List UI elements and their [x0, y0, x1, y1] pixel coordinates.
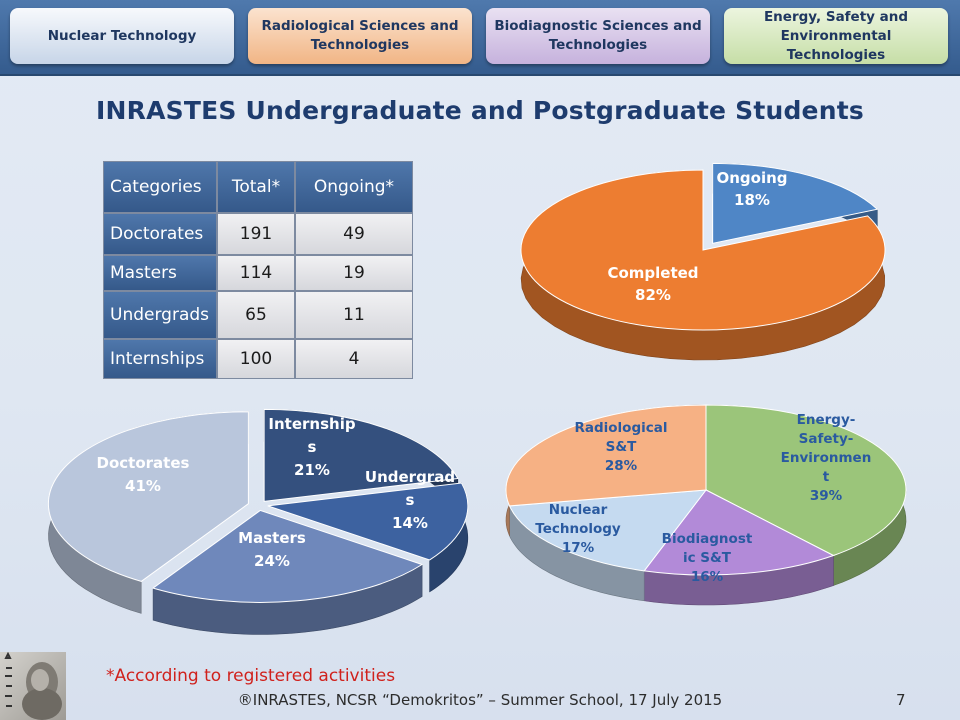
- header-ongoing: Ongoing*: [294, 161, 413, 213]
- table-row: Doctorates 191 49: [103, 213, 413, 255]
- row-total: 100: [217, 339, 295, 379]
- row-category: Doctorates: [103, 213, 217, 255]
- students-table: Categories Total* Ongoing* Doctorates 19…: [103, 161, 413, 379]
- department-pie-value-biodiagnostic-s-t: 16%: [691, 569, 724, 585]
- status-pie-slice-ongoing: [712, 162, 879, 244]
- row-category: Undergrads: [103, 291, 217, 339]
- category-pie-label-doctorates-0: Doctorates: [97, 454, 190, 472]
- status-pie-label-completed-0: Completed: [607, 264, 698, 282]
- department-pie-label-biodiagnostic-s-t-0: Biodiagnost: [662, 531, 753, 547]
- department-pie-value-nuclear-technology: 17%: [562, 540, 595, 556]
- department-pie-label-energy-safety-environment-0: Energy-: [797, 412, 856, 428]
- category-pie-value-masters: 24%: [254, 552, 290, 570]
- footer-text: ®INRASTES, NCSR “Demokritos” – Summer Sc…: [237, 691, 723, 709]
- category-pie-slice-undergrads: [267, 482, 469, 561]
- row-ongoing: 49: [294, 213, 413, 255]
- table-row: Masters 114 19: [103, 255, 413, 291]
- row-ongoing: 19: [294, 255, 413, 291]
- department-pie-label-biodiagnostic-s-t-1: ic S&T: [683, 550, 732, 566]
- footnote: *According to registered activities: [106, 666, 396, 686]
- row-total: 114: [217, 255, 295, 291]
- header-total: Total*: [217, 161, 295, 213]
- category-pie-label-undergrads-0: Undergrad: [365, 468, 455, 486]
- category-pie-label-masters-0: Masters: [238, 529, 306, 547]
- category-pie-label-internships-1: s: [308, 438, 317, 456]
- department-pie-slice-biodiagnostic-s-t: [643, 489, 835, 576]
- category-pie-value-undergrads: 14%: [392, 514, 428, 532]
- header-bar: Nuclear Technology Radiological Sciences…: [0, 0, 960, 76]
- category-pie-value-doctorates: 41%: [125, 477, 161, 495]
- page-number: 7: [896, 691, 906, 709]
- department-pie-label-energy-safety-environment-1: Safety-: [799, 431, 854, 447]
- row-ongoing: 11: [294, 291, 413, 339]
- category-pie-label-internships-0: Internship: [268, 415, 355, 433]
- table-row: Undergrads 65 11: [103, 291, 413, 339]
- status-pie-slice-completed: [520, 169, 886, 331]
- status-pie-label-ongoing-0: Ongoing: [716, 169, 787, 187]
- table-row: Internships 100 4: [103, 339, 413, 379]
- department-pie-label-radiological-s-t-1: S&T: [606, 439, 637, 455]
- row-total: 65: [217, 291, 295, 339]
- page-title: INRASTES Undergraduate and Postgraduate …: [96, 96, 864, 125]
- tab-energy-safety-environment[interactable]: Energy, Safety and Environmental Technol…: [724, 8, 948, 64]
- department-pie-slice-radiological-s-t: [505, 404, 707, 507]
- department-pie-value-energy-safety-environment: 39%: [810, 488, 843, 504]
- row-ongoing: 4: [294, 339, 413, 379]
- table-header-row: Categories Total* Ongoing*: [103, 161, 413, 213]
- department-pie-label-energy-safety-environment-2: Environmen: [781, 450, 872, 466]
- header-categories: Categories: [103, 161, 217, 213]
- demokritos-logo: [0, 652, 66, 720]
- category-pie-label-undergrads-1: s: [406, 491, 415, 509]
- status-pie-value-completed: 82%: [635, 286, 671, 304]
- category-pie-slice-masters: [151, 509, 424, 603]
- department-pie-value-radiological-s-t: 28%: [605, 458, 638, 474]
- row-total: 191: [217, 213, 295, 255]
- department-pie-label-energy-safety-environment-3: t: [823, 469, 830, 485]
- category-pie-slice-doctorates: [47, 411, 249, 582]
- department-pie-label-nuclear-technology-0: Nuclear: [549, 502, 608, 518]
- status-pie-value-ongoing: 18%: [734, 191, 770, 209]
- department-pie-label-nuclear-technology-1: Technology: [535, 521, 621, 537]
- department-pie-slice-nuclear-technology: [508, 489, 708, 572]
- category-pie-value-internships: 21%: [294, 461, 330, 479]
- tab-biodiagnostic-sciences[interactable]: Biodiagnostic Sciences and Technologies: [486, 8, 710, 64]
- department-pie-label-radiological-s-t-0: Radiological: [574, 420, 667, 436]
- row-category: Internships: [103, 339, 217, 379]
- tab-nuclear-technology[interactable]: Nuclear Technology: [10, 8, 234, 64]
- department-pie-slice-energy-safety-environment: [705, 404, 907, 557]
- category-pie-slice-internships: [263, 408, 459, 502]
- row-category: Masters: [103, 255, 217, 291]
- tab-radiological-sciences[interactable]: Radiological Sciences and Technologies: [248, 8, 472, 64]
